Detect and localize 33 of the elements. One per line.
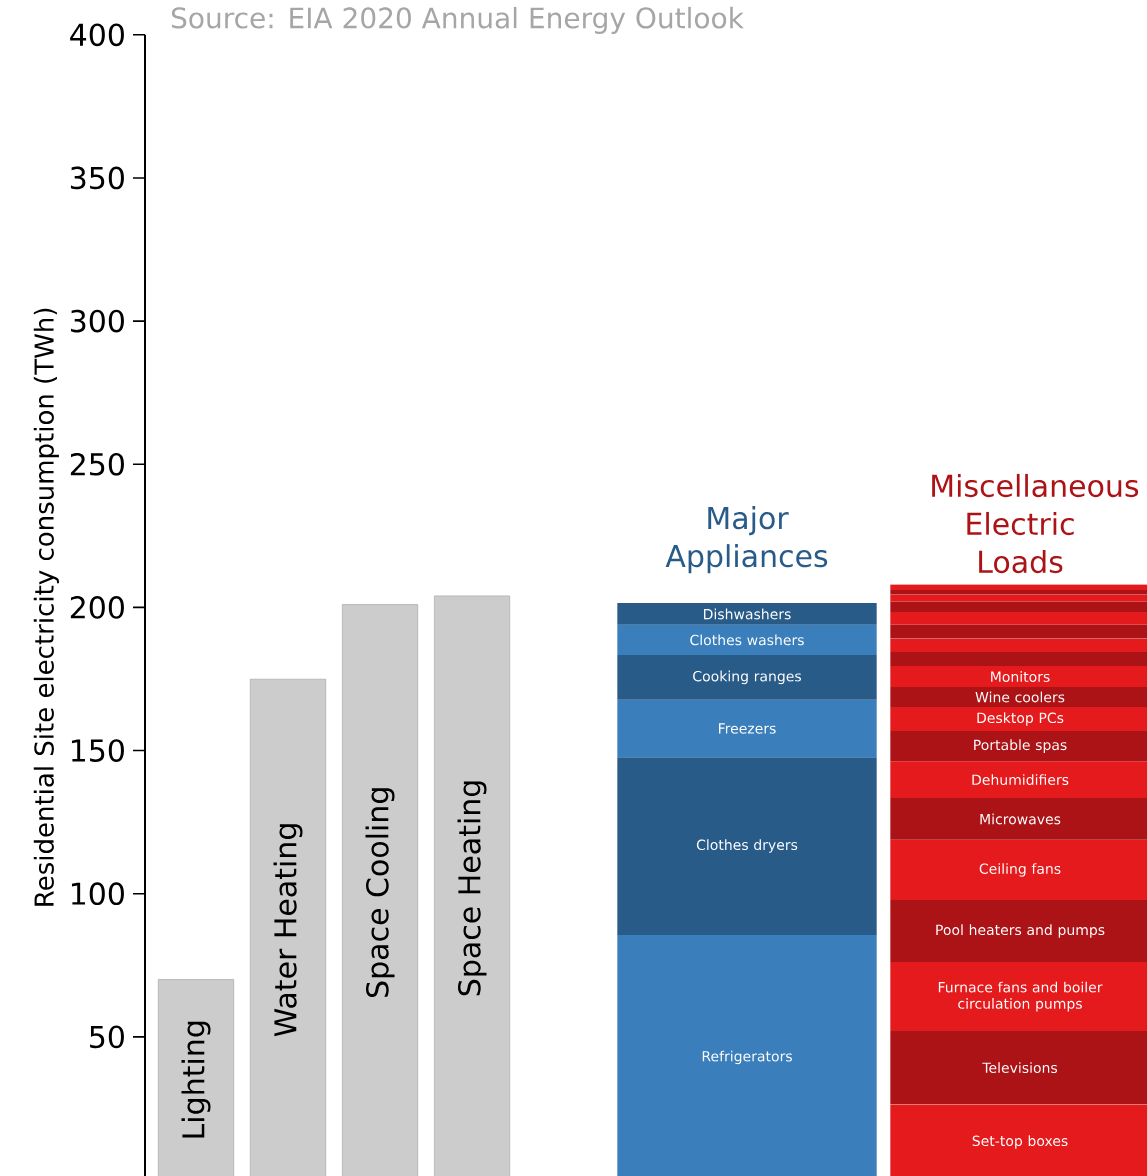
series-label: Clothes dryers xyxy=(696,839,798,853)
series-label: Refrigerators xyxy=(702,1050,792,1065)
x-tick-label: Water Heating xyxy=(273,824,303,1037)
series-label: Clothes washers xyxy=(690,634,804,646)
y-tick-label: 300 xyxy=(70,309,124,333)
x-tick-label: Lighting xyxy=(181,1021,211,1138)
series-label: Freezers xyxy=(719,723,776,734)
x-tick-label: Space Heating xyxy=(457,781,487,996)
series-label: Set-top boxes xyxy=(972,1135,1068,1149)
series-label: Microwaves xyxy=(980,813,1061,825)
series-label: Monitors xyxy=(991,671,1050,682)
y-tick-label: 150 xyxy=(71,739,124,762)
y-tick-label: 50 xyxy=(90,1025,124,1049)
y-axis-title: Residential Site electricity consumption (TWh) xyxy=(33,308,59,906)
series-label: Dishwashers xyxy=(704,608,791,620)
series-label: Desktop PCs xyxy=(977,712,1064,726)
y-tick-label: 200 xyxy=(70,596,124,619)
x-tick-label: Space Cooling xyxy=(365,788,395,997)
series-label: Televisions xyxy=(982,1062,1058,1074)
series-label: Cooking ranges xyxy=(693,670,801,685)
y-tick-label: 350 xyxy=(70,166,124,190)
category-label: Major Appliances xyxy=(665,506,828,574)
source-note: Source: EIA 2020 Annual Energy Outlook xyxy=(171,6,744,34)
y-tick-label: 250 xyxy=(70,452,124,476)
category-label: Miscellaneous Electric Loads xyxy=(932,473,1139,574)
y-tick-label: 100 xyxy=(71,882,124,906)
series-label: Ceiling fans xyxy=(979,863,1061,877)
series-label: Furnace fans and boiler circulation pumps xyxy=(938,981,1103,1012)
series-label: Portable spas xyxy=(974,739,1067,753)
y-tick-label: 400 xyxy=(70,23,124,47)
series-label: Dehumidifiers xyxy=(972,774,1069,786)
series-label: Pool heaters and pumps xyxy=(936,924,1105,938)
series-label: Wine coolers xyxy=(975,691,1065,703)
